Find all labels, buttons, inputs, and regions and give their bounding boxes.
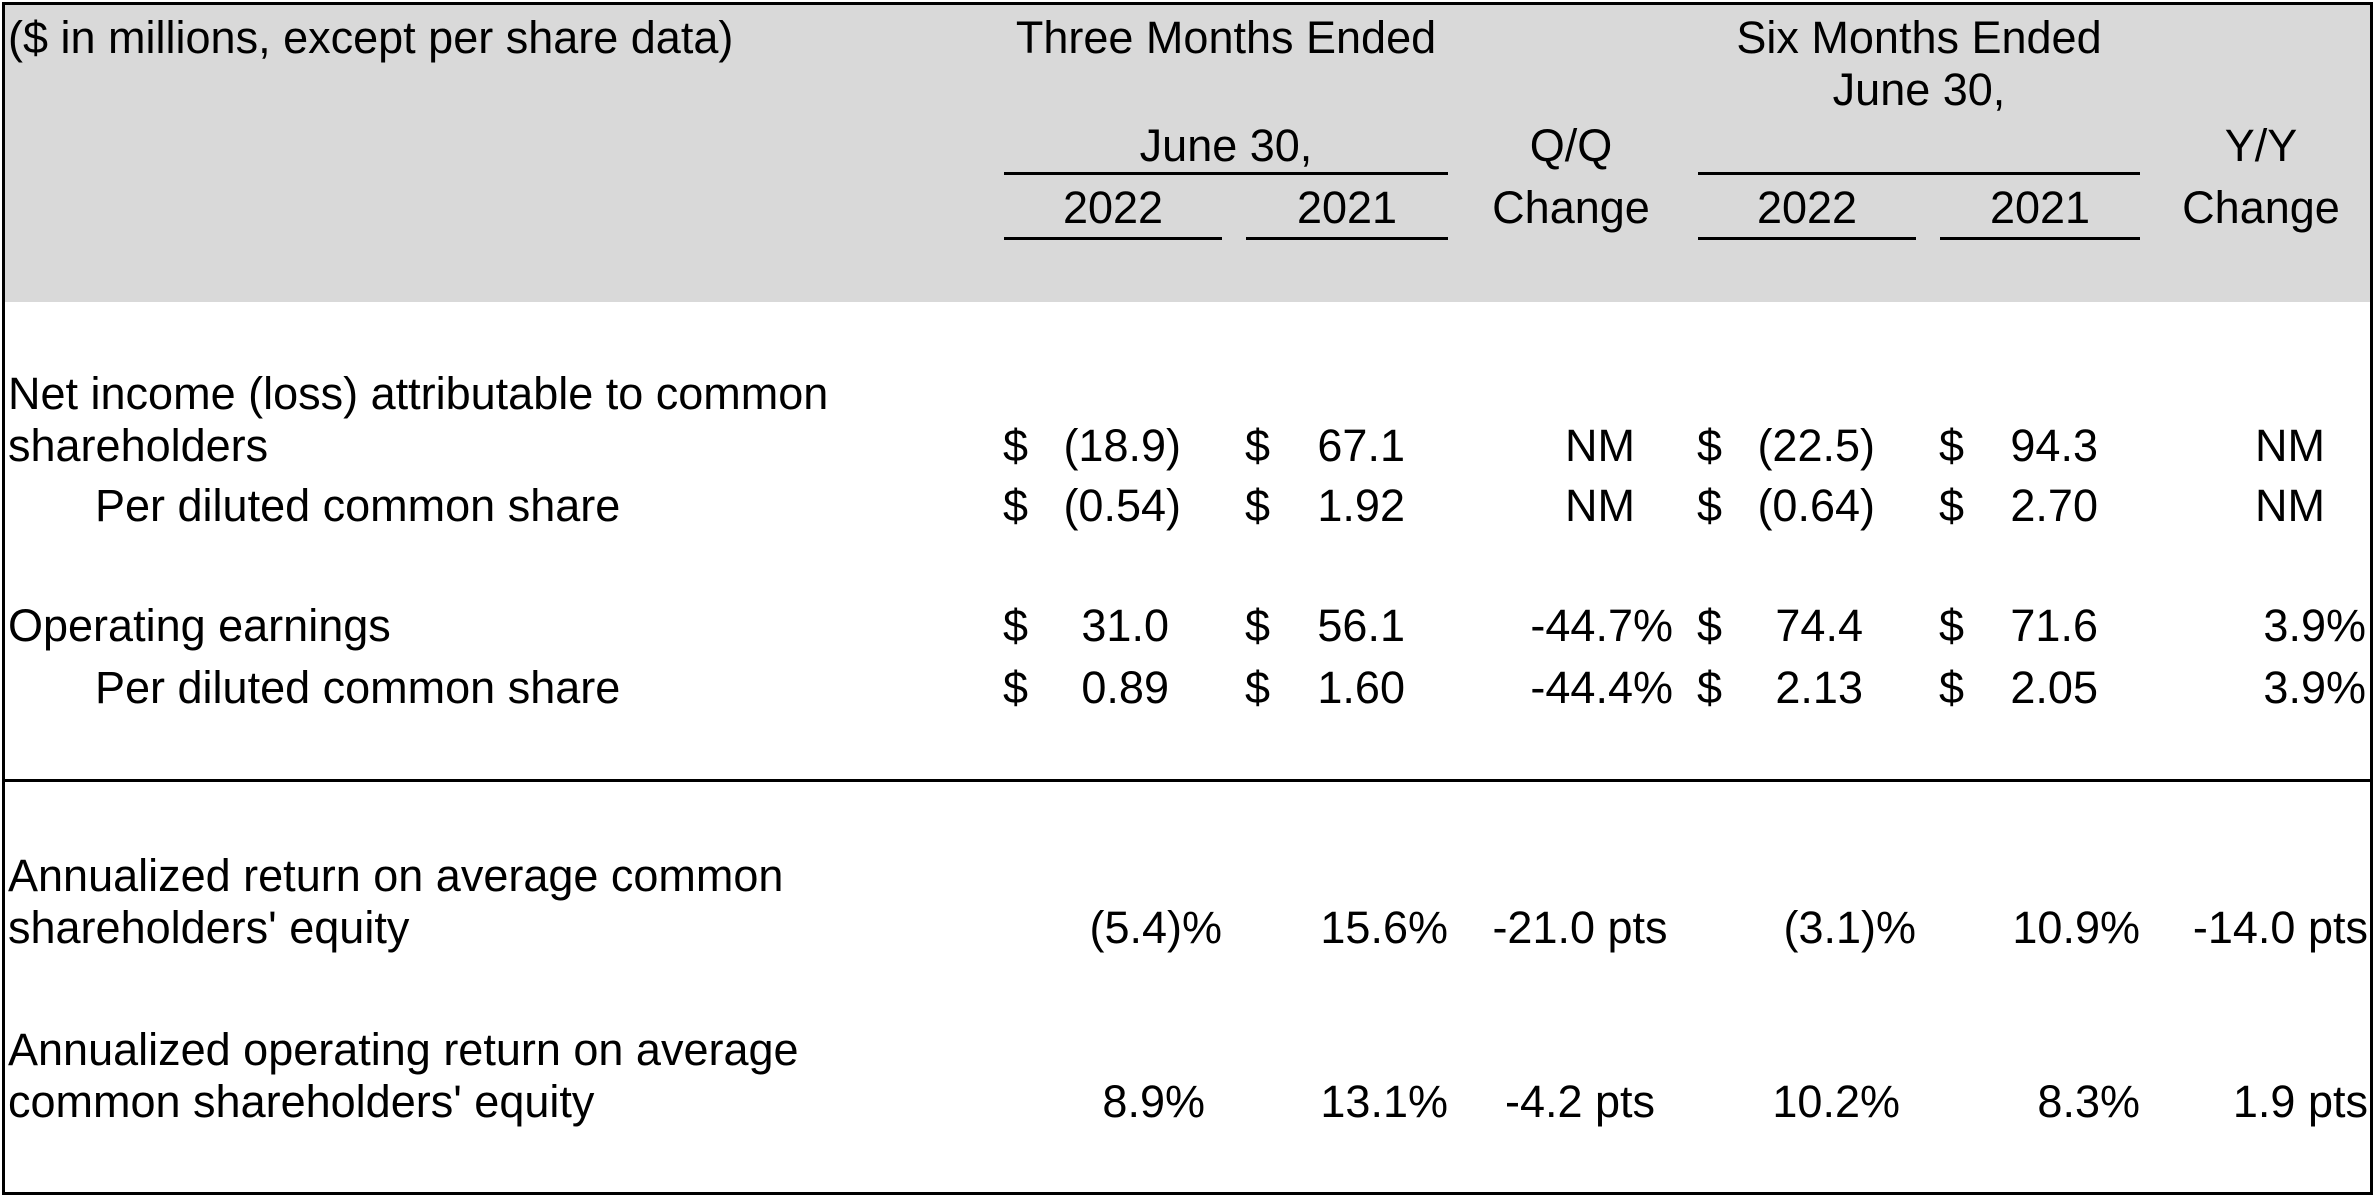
net-income-q2022: (18.9) (1063, 420, 1181, 471)
three-months-rule (1004, 172, 1448, 175)
six-months-heading: Six Months Ended (1736, 12, 2102, 63)
net-income-per-share-q2022: (0.54) (1063, 480, 1181, 531)
units-note: ($ in millions, except per share data) (8, 12, 734, 63)
operating-roe-s2021: 8.3% (2037, 1076, 2140, 1127)
currency-symbol: $ (1939, 662, 1965, 713)
operating-roe-yy: 1.9 pts (2232, 1076, 2368, 1127)
currency-symbol: $ (1003, 420, 1029, 471)
operating-earnings-q2021: 56.1 (1317, 600, 1405, 651)
q2021-header: 2021 (1296, 182, 1398, 233)
net-income-per-share-qq: NM (1565, 480, 1635, 531)
currency-symbol: $ (1245, 600, 1271, 651)
net-income-per-share-s2022: (0.64) (1757, 480, 1875, 531)
six-months-date: June 30, (1832, 64, 2006, 115)
qq-header: Q/Q (1529, 120, 1613, 171)
q2021-rule (1246, 237, 1448, 240)
roe-yy: -14.0 pts (2192, 902, 2368, 953)
net-income-qq: NM (1565, 420, 1635, 471)
net-income-per-share-q2021: 1.92 (1317, 480, 1405, 531)
roe-label: Annualized return on average common (8, 850, 784, 901)
net-income-q2021: 67.1 (1317, 420, 1405, 471)
operating-per-share-q2022: 0.89 (1081, 662, 1169, 713)
operating-per-share-s2021: 2.05 (2010, 662, 2098, 713)
roe-q2022: (5.4)% (1089, 902, 1222, 953)
roe-qq: -21.0 pts (1492, 902, 1668, 953)
operating-earnings-s2022: 74.4 (1775, 600, 1863, 651)
currency-symbol: $ (1939, 480, 1965, 531)
currency-symbol: $ (1939, 600, 1965, 651)
qq-header-change: Change (1492, 182, 1650, 233)
currency-symbol: $ (1697, 600, 1723, 651)
operating-roe-q2021: 13.1% (1320, 1076, 1448, 1127)
roe-s2021: 10.9% (2012, 902, 2140, 953)
operating-roe-s2022: 10.2% (1772, 1076, 1900, 1127)
currency-symbol: $ (1003, 662, 1029, 713)
currency-symbol: $ (1245, 480, 1271, 531)
roe-s2022: (3.1)% (1783, 902, 1916, 953)
six-months-rule (1698, 172, 2140, 175)
operating-earnings-label: Operating earnings (8, 600, 391, 651)
operating-earnings-yy: 3.9% (2263, 600, 2366, 651)
operating-roe-label-cont: common shareholders' equity (8, 1076, 595, 1127)
yy-header: Y/Y (2224, 120, 2298, 171)
operating-roe-qq: -4.2 pts (1504, 1076, 1656, 1127)
currency-symbol: $ (1003, 480, 1029, 531)
operating-roe-label: Annualized operating return on average (8, 1024, 799, 1075)
s2021-rule (1940, 237, 2140, 240)
s2021-header: 2021 (1989, 182, 2091, 233)
operating-earnings-qq: -44.7% (1530, 600, 1673, 651)
operating-per-share-q2021: 1.60 (1317, 662, 1405, 713)
currency-symbol: $ (1697, 420, 1723, 471)
currency-symbol: $ (1003, 600, 1029, 651)
q2022-rule (1004, 237, 1222, 240)
roe-q2021: 15.6% (1320, 902, 1448, 953)
s2022-rule (1698, 237, 1916, 240)
operating-roe-q2022: 8.9% (1102, 1076, 1205, 1127)
net-income-s2022: (22.5) (1757, 420, 1875, 471)
net-income-per-share-yy: NM (2255, 480, 2325, 531)
yy-header-change: Change (2182, 182, 2340, 233)
currency-symbol: $ (1939, 420, 1965, 471)
section-divider (2, 779, 2373, 782)
s2022-header: 2022 (1756, 182, 1858, 233)
net-income-label-cont: shareholders (8, 420, 269, 471)
currency-symbol: $ (1245, 662, 1271, 713)
currency-symbol: $ (1245, 420, 1271, 471)
q2022-header: 2022 (1062, 182, 1164, 233)
net-income-yy: NM (2255, 420, 2325, 471)
operating-per-share-s2022: 2.13 (1775, 662, 1863, 713)
net-income-label: Net income (loss) attributable to common (8, 368, 829, 419)
operating-earnings-s2021: 71.6 (2010, 600, 2098, 651)
header-band (5, 5, 2370, 302)
operating-per-share-label: Per diluted common share (95, 662, 621, 713)
net-income-per-share-s2021: 2.70 (2010, 480, 2098, 531)
operating-per-share-yy: 3.9% (2263, 662, 2366, 713)
roe-label-cont: shareholders' equity (8, 902, 410, 953)
currency-symbol: $ (1697, 662, 1723, 713)
net-income-per-share-label: Per diluted common share (95, 480, 621, 531)
three-months-date: June 30, (1139, 120, 1313, 171)
operating-earnings-q2022: 31.0 (1081, 600, 1169, 651)
three-months-heading: Three Months Ended (1015, 12, 1437, 63)
operating-per-share-qq: -44.4% (1530, 662, 1673, 713)
net-income-s2021: 94.3 (2010, 420, 2098, 471)
currency-symbol: $ (1697, 480, 1723, 531)
